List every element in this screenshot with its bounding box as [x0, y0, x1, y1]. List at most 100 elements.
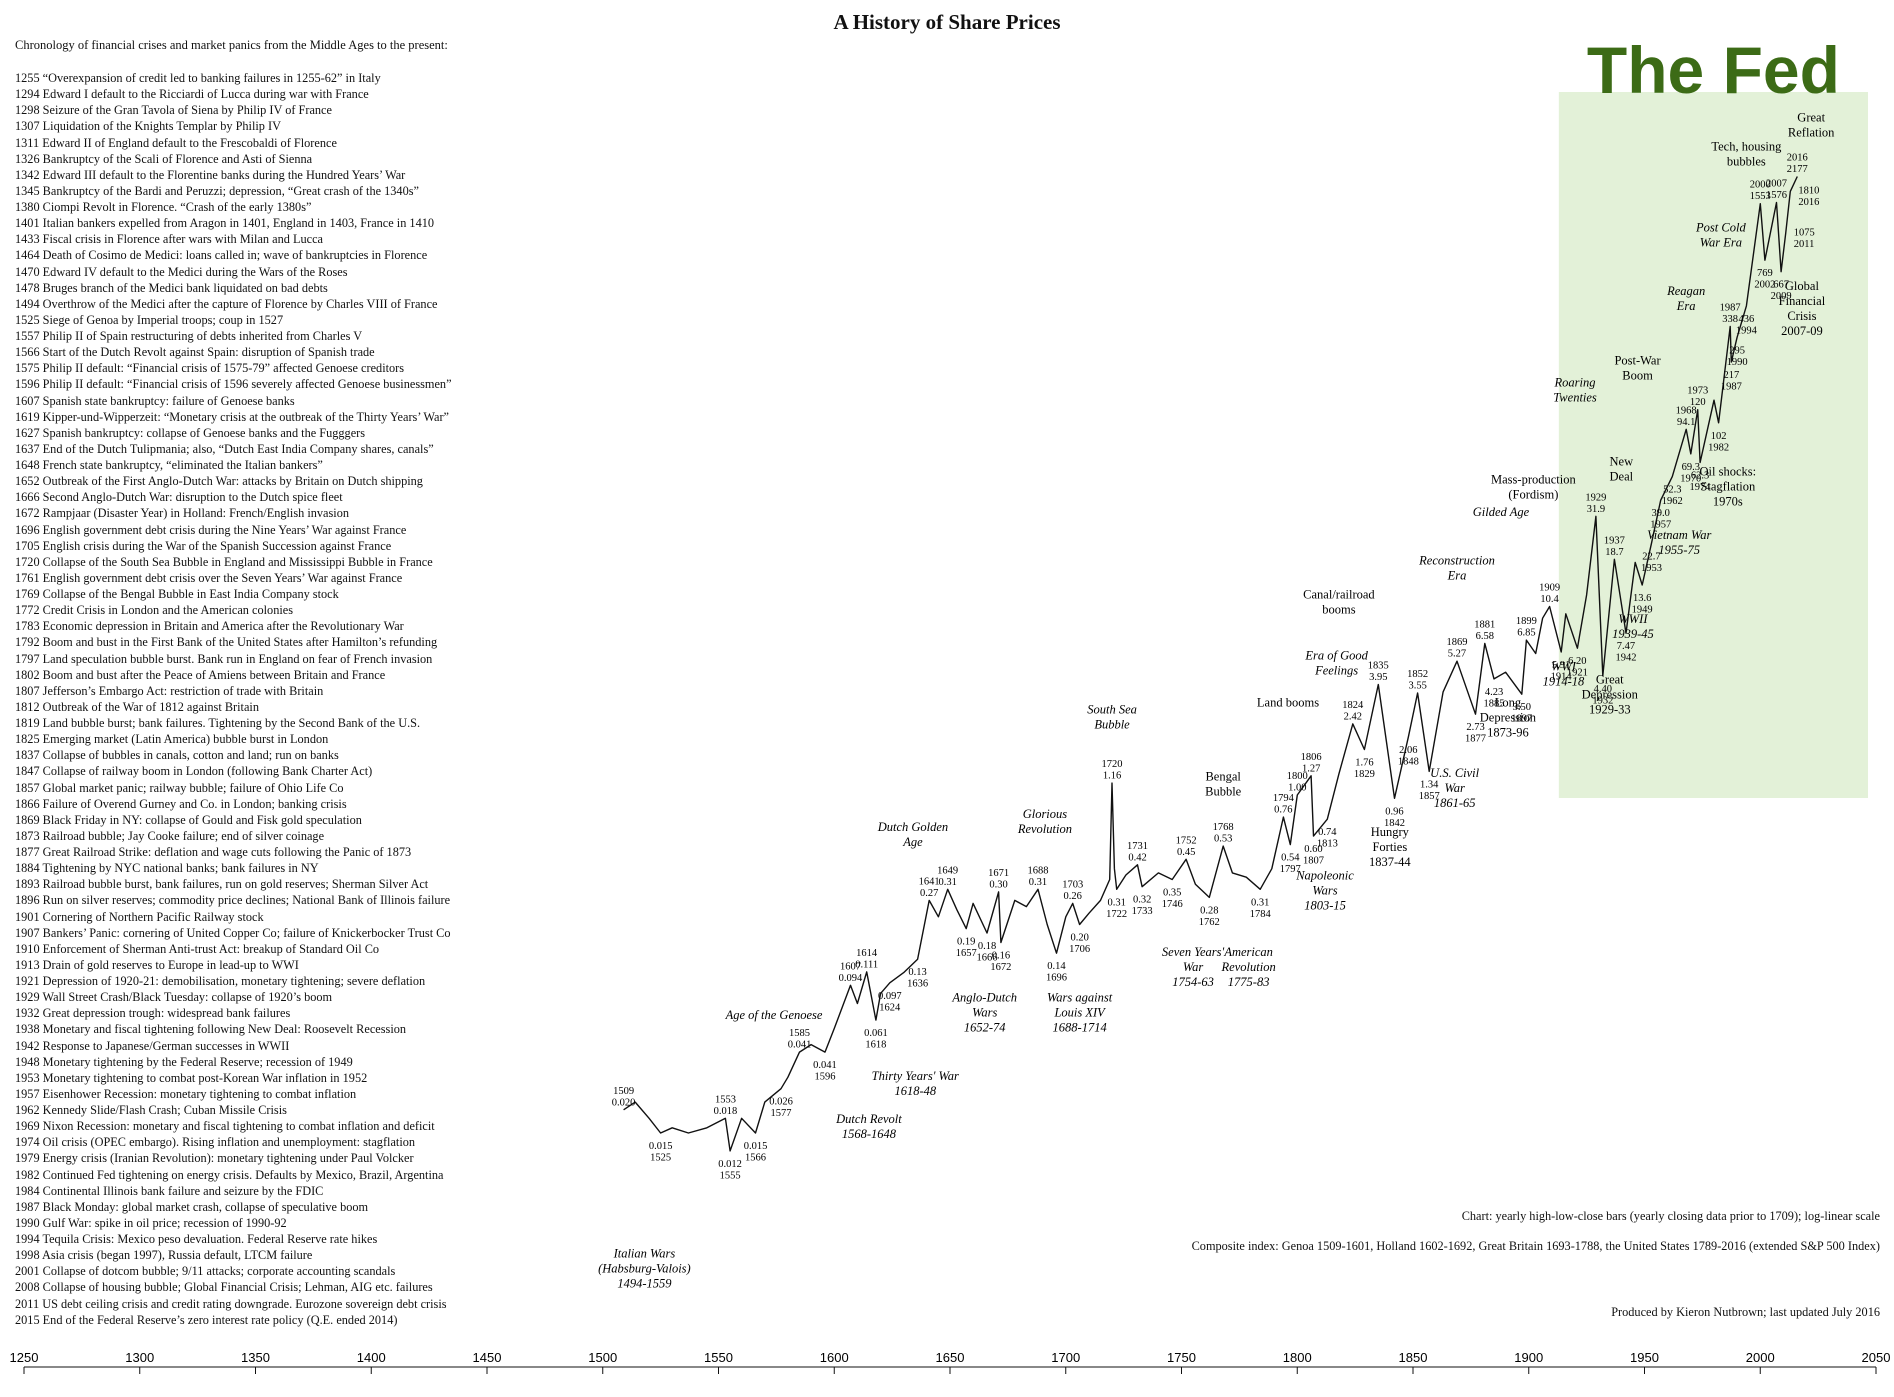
- data-label: 1731 0.42: [1127, 841, 1148, 864]
- chronology-item: 1837 Collapse of bubbles in canals, cott…: [15, 748, 339, 763]
- fed-era-region: [1558, 92, 1868, 798]
- data-label: 436 1994: [1736, 314, 1758, 337]
- chronology-item: 1464 Death of Cosimo de Medici: loans ca…: [15, 248, 428, 263]
- data-label: 0.28 1762: [1199, 905, 1220, 928]
- data-label: 1968 94.1: [1676, 405, 1697, 428]
- chronology-item: 1857 Global market panic; railway bubble…: [15, 780, 344, 795]
- x-tick-label: 1650: [936, 1350, 965, 1365]
- data-label: 0.74 1813: [1317, 827, 1338, 850]
- era-label: American Revolution 1775-83: [1221, 945, 1276, 989]
- chronology-item: 1819 Land bubble burst; bank failures. T…: [15, 716, 421, 730]
- chronology-item: 1847 Collapse of railway boom in London …: [15, 764, 373, 779]
- chronology-item: 1557 Philip II of Spain restructuring of…: [15, 329, 363, 343]
- chronology-item: 1962 Kennedy Slide/Flash Crash; Cuban Mi…: [15, 1103, 287, 1117]
- chronology-item: 1307 Liquidation of the Knights Templar …: [15, 119, 282, 134]
- data-label: 1703 0.26: [1062, 879, 1083, 902]
- data-label: 2007 1576: [1766, 178, 1787, 201]
- chronology-item: 1984 Continental Illinois bank failure a…: [15, 1183, 324, 1198]
- chronology-item: 1979 Energy crisis (Iranian Revolution):…: [15, 1151, 414, 1166]
- era-label: Roaring Twenties: [1553, 376, 1597, 405]
- era-label: Canal/railroad booms: [1303, 587, 1375, 616]
- data-label: 102 1982: [1708, 431, 1729, 454]
- data-label: 1752 0.45: [1176, 835, 1197, 858]
- chronology-item: 1901 Cornering of Northern Pacific Railw…: [15, 909, 264, 924]
- era-label: Great Depression 1929-33: [1582, 672, 1639, 716]
- chronology-item: 1982 Continued Fed tightening on energy …: [15, 1167, 444, 1182]
- data-label: 1973 120: [1687, 386, 1708, 409]
- chronology-item: 1812 Outbreak of the War of 1812 against…: [15, 699, 259, 714]
- chronology-item: 1311 Edward II of England default to the…: [15, 135, 337, 150]
- data-label: 0.96 1842: [1384, 806, 1405, 829]
- data-label: 667 2009: [1771, 280, 1792, 303]
- chronology-item: 1525 Siege of Genoa by Imperial troops; …: [15, 312, 284, 327]
- era-label: South Sea Bubble: [1087, 703, 1137, 732]
- chronology-item: 1470 Edward IV default to the Medici dur…: [15, 264, 348, 279]
- data-label: 1607 0.094: [839, 961, 863, 984]
- data-label: 0.31 1722: [1106, 897, 1127, 920]
- composite-index-note: Composite index: Genoa 1509-1601, Hollan…: [1191, 1239, 1880, 1253]
- data-label: 4.40 1932: [1592, 684, 1613, 707]
- chronology-item: 1932 Great depression trough: widespread…: [15, 1006, 291, 1021]
- chronology-item: 1494 Overthrow of the Medici after the c…: [15, 296, 438, 311]
- fed-era-label: The Fed: [1586, 33, 1840, 107]
- chronology-item: 2008 Collapse of housing bubble; Global …: [15, 1280, 433, 1295]
- data-label: 4.23 1885: [1484, 687, 1505, 710]
- crisis-chronology-list: 1255 “Overexpansion of credit led to ban…: [15, 70, 452, 1328]
- chronology-item: 1877 Great Railroad Strike: deflation an…: [15, 845, 412, 859]
- chronology-item: 1575 Philip II default: “Financial crisi…: [15, 361, 405, 376]
- data-label: 1768 0.53: [1213, 822, 1234, 845]
- share-price-line: [623, 176, 1798, 1152]
- era-label: Gilded Age: [1473, 505, 1530, 519]
- chronology-item: 1342 Edward III default to the Florentin…: [15, 167, 406, 182]
- x-tick-label: 2050: [1862, 1350, 1891, 1365]
- data-label: 0.18 1666: [977, 941, 998, 964]
- era-label: Oil shocks: Stagflation 1970s: [1700, 464, 1757, 508]
- chronology-item: 1380 Ciompi Revolt in Florence. “Crash o…: [15, 200, 312, 214]
- chronology-item: 1294 Edward I default to the Ricciardi o…: [15, 87, 369, 102]
- era-label: Bengal Bubble: [1205, 769, 1242, 798]
- data-label: 62.3 1974: [1690, 470, 1712, 493]
- x-tick-label: 1450: [473, 1350, 502, 1365]
- chronology-item: 1792 Boom and bust in the First Bank of …: [15, 635, 438, 650]
- x-tick-label: 2000: [1746, 1350, 1775, 1365]
- chronology-item: 1929 Wall Street Crash/Black Tuesday: co…: [15, 990, 333, 1005]
- chronology-item: 1957 Eisenhower Recession: monetary tigh…: [15, 1086, 357, 1101]
- chronology-item: 1807 Jefferson’s Embargo Act: restrictio…: [15, 683, 324, 698]
- chronology-item: 2001 Collapse of dotcom bubble; 9/11 att…: [15, 1264, 396, 1279]
- data-label: 1720 1.16: [1102, 759, 1123, 782]
- era-label: Seven Years' War 1754-63: [1162, 945, 1225, 989]
- data-label: 217 1987: [1721, 370, 1742, 393]
- data-label: 7.47 1942: [1615, 641, 1636, 664]
- era-label: WWI 1914-18: [1543, 659, 1585, 688]
- data-label: 1794 0.76: [1273, 793, 1295, 816]
- chronology-item: 1969 Nixon Recession: monetary and fisca…: [15, 1119, 435, 1134]
- data-label: 39.0 1957: [1650, 508, 1671, 531]
- era-label: Post Cold War Era: [1695, 220, 1746, 249]
- chronology-item: 1666 Second Anglo-Dutch War: disruption …: [15, 490, 343, 505]
- data-label: 1671 0.30: [988, 868, 1009, 891]
- era-label: Post-War Boom: [1614, 354, 1661, 383]
- credit-note: Produced by Kieron Nutbrown; last update…: [1611, 1305, 1880, 1319]
- era-label: Long Depression 1873-96: [1480, 696, 1537, 740]
- chronology-item: 1345 Bankruptcy of the Bardi and Peruzzi…: [15, 183, 419, 198]
- data-label: 0.097 1624: [878, 991, 902, 1014]
- era-label: Vietnam War 1955-75: [1647, 528, 1711, 557]
- data-label: 1641 0.27: [919, 876, 940, 899]
- chronology-item: 1884 Tightening by NYC national banks; b…: [15, 861, 319, 876]
- data-label: 1688 0.31: [1027, 865, 1048, 888]
- chronology-item: 1998 Asia crisis (began 1997), Russia de…: [15, 1248, 313, 1263]
- chart-type-note: Chart: yearly high-low-close bars (yearl…: [1461, 1209, 1880, 1223]
- chronology-item: 1478 Bruges branch of the Medici bank li…: [15, 280, 328, 295]
- chronology-heading: Chronology of financial crises and marke…: [15, 38, 448, 52]
- chronology-item: 1255 “Overexpansion of credit led to ban…: [15, 71, 381, 85]
- era-label: Age of the Genoese: [725, 1008, 823, 1022]
- era-label: Era of Good Feelings: [1304, 648, 1368, 677]
- x-tick-label: 1500: [588, 1350, 617, 1365]
- chronology-item: 2015 End of the Federal Reserve’s zero i…: [15, 1312, 398, 1327]
- chronology-item: 1648 French state bankruptcy, “eliminate…: [15, 458, 323, 472]
- data-label: 1800 1.00: [1287, 771, 1308, 794]
- chronology-item: 1607 Spanish state bankruptcy: failure o…: [15, 393, 295, 408]
- data-label: 295 1990: [1727, 345, 1748, 368]
- data-label: 13.6 1949: [1632, 593, 1653, 616]
- data-label: 1937 18.7: [1604, 535, 1625, 558]
